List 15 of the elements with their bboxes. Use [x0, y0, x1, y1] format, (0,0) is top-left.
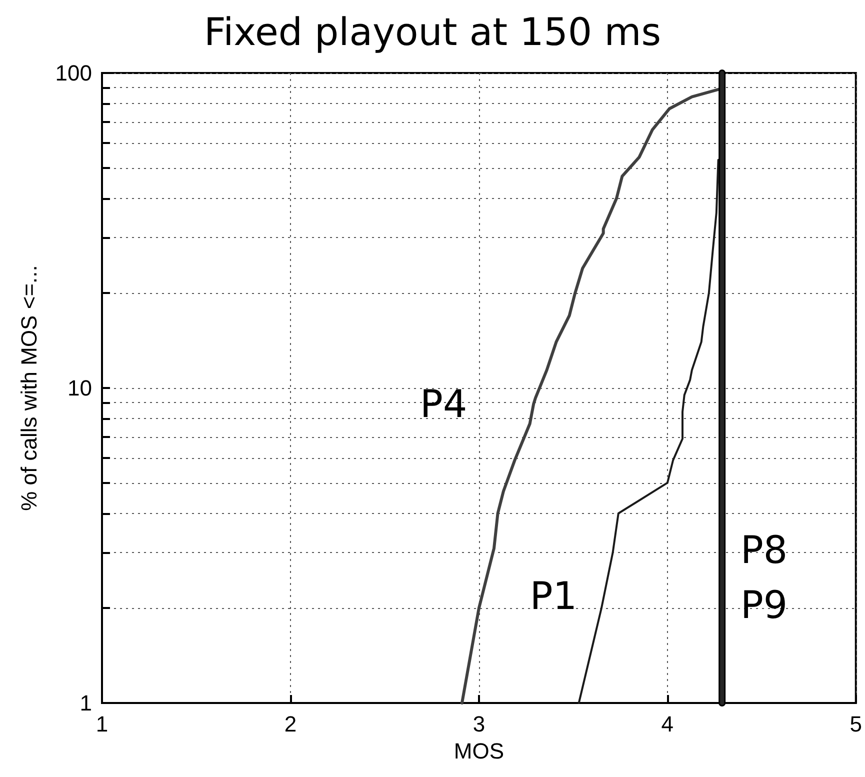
x-axis-title: MOS	[454, 738, 504, 764]
y-tick-label: 1	[80, 690, 92, 716]
series-label: P4	[420, 382, 468, 426]
y-tick-label: 100	[55, 60, 92, 86]
series-label: P8	[740, 528, 788, 572]
y-tick-label: 10	[68, 376, 92, 400]
series-label: P9	[740, 583, 788, 627]
chart-title: Fixed playout at 150 ms	[204, 10, 662, 54]
x-tick-label: 5	[850, 712, 862, 736]
x-tick-label: 1	[96, 712, 108, 736]
y-axis-title: % of calls with MOS <=...	[16, 265, 42, 511]
x-tick-label: 3	[472, 712, 486, 736]
x-tick-label: 4	[661, 712, 674, 736]
x-tick-label: 2	[284, 712, 297, 736]
series-label: P1	[530, 574, 577, 618]
